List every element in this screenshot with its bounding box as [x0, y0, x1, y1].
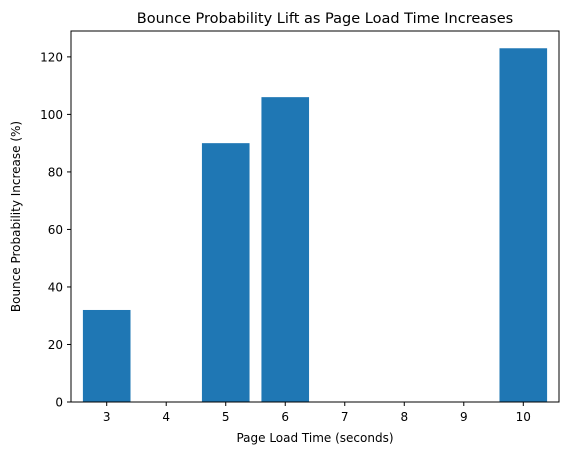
bar-3 — [82, 309, 131, 402]
x-tick-label: 5 — [222, 410, 230, 424]
x-axis-ticks: 3 4 5 6 7 8 9 10 — [103, 402, 531, 424]
y-tick-label: 40 — [48, 280, 63, 294]
y-axis-ticks: 0 20 40 60 80 100 120 — [40, 50, 71, 410]
bars-group — [82, 48, 548, 403]
x-tick-label: 10 — [516, 410, 531, 424]
x-tick-label: 6 — [281, 410, 289, 424]
bar-10 — [499, 48, 548, 402]
y-tick-label: 120 — [40, 50, 63, 64]
y-tick-label: 60 — [48, 223, 63, 237]
y-tick-label: 80 — [48, 165, 63, 179]
x-tick-label: 4 — [162, 410, 170, 424]
bar-6 — [261, 97, 310, 403]
y-tick-label: 0 — [55, 396, 63, 410]
y-tick-label: 20 — [48, 338, 63, 352]
chart-title: Bounce Probability Lift as Page Load Tim… — [137, 11, 513, 27]
x-axis-label: Page Load Time (seconds) — [236, 431, 393, 445]
bar-5 — [201, 143, 250, 402]
x-tick-label: 9 — [460, 410, 468, 424]
x-tick-label: 7 — [341, 410, 349, 424]
plot-frame — [70, 30, 560, 403]
y-tick-label: 100 — [40, 108, 63, 122]
x-tick-label: 8 — [400, 410, 408, 424]
x-tick-label: 3 — [103, 410, 111, 424]
y-axis-label: Bounce Probability Increase (%) — [9, 121, 23, 312]
